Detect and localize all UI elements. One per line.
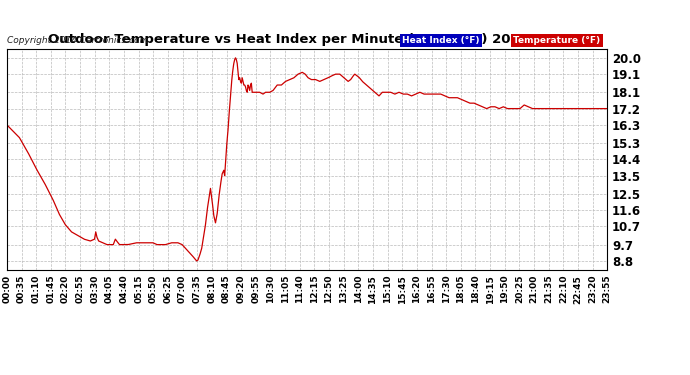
Text: Temperature (°F): Temperature (°F) <box>513 36 600 45</box>
Text: Copyright 2014 Cartronics.com: Copyright 2014 Cartronics.com <box>7 36 148 45</box>
Text: Heat Index (°F): Heat Index (°F) <box>402 36 480 45</box>
Title: Outdoor Temperature vs Heat Index per Minute (24 Hours) 20140117: Outdoor Temperature vs Heat Index per Mi… <box>48 33 566 46</box>
